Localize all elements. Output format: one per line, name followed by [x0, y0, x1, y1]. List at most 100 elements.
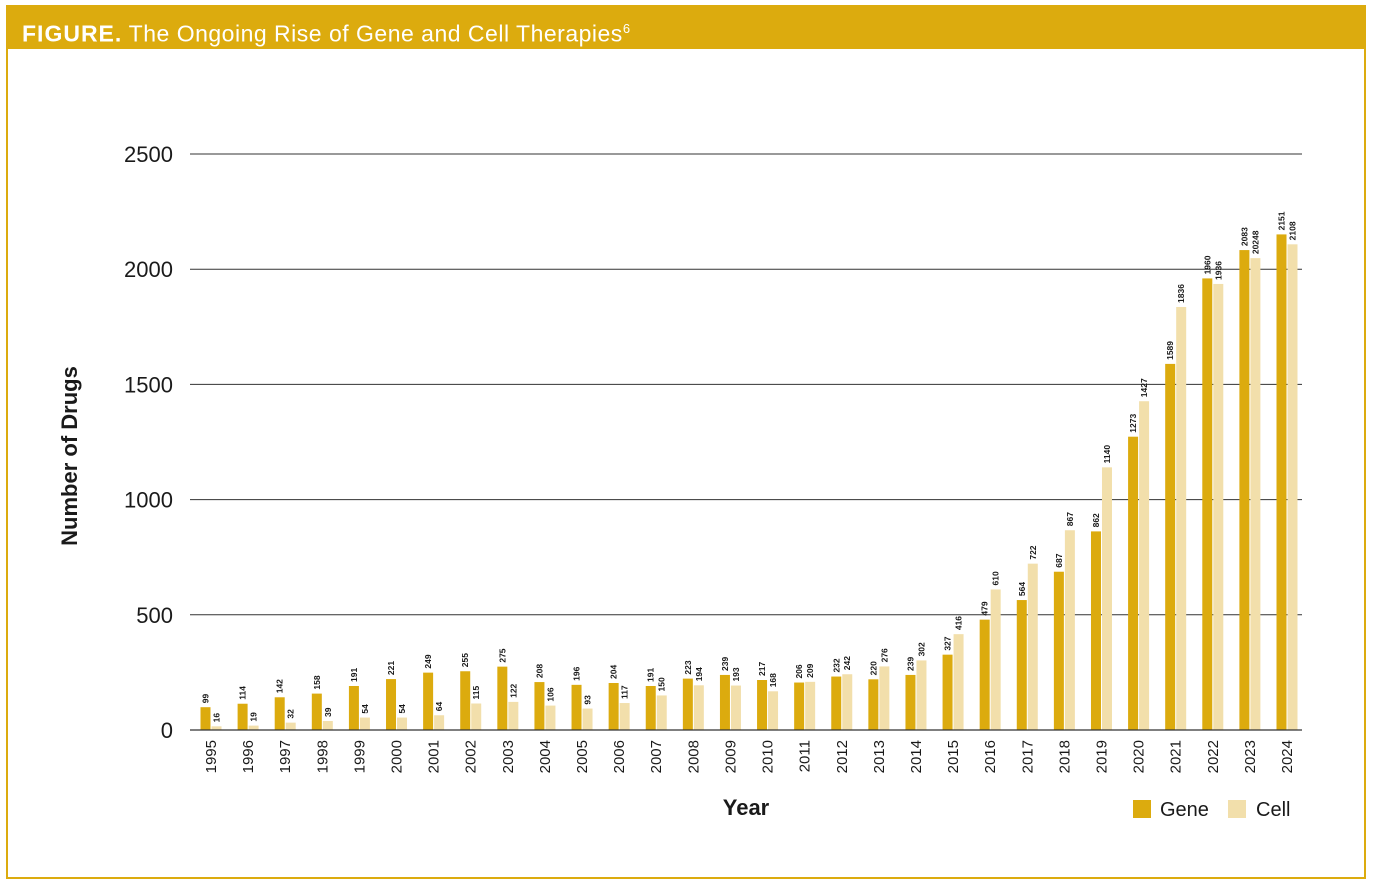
x-tick-label: 2014: [908, 740, 925, 773]
data-label-cell-2006: 117: [620, 685, 630, 699]
figure-banner: FIGURE. The Ongoing Rise of Gene and Cel…: [8, 7, 1364, 49]
bar-gene-2002: [460, 671, 471, 730]
bar-cell-1997: [285, 722, 296, 730]
bar-cell-1996: [248, 725, 259, 730]
bar-cell-2007: [656, 695, 667, 730]
grid-lines: [190, 153, 1302, 616]
bar-gene-2011: [794, 682, 805, 730]
data-label-cell-2019: 1140: [1102, 445, 1112, 464]
bar-cell-2022: [1213, 283, 1224, 730]
bar-gene-2008: [682, 678, 693, 730]
data-label-gene-1999: 191: [349, 668, 359, 682]
x-tick-label: 2011: [797, 740, 814, 772]
x-tick-label: 1999: [351, 740, 368, 773]
data-label-cell-2014: 302: [916, 642, 926, 656]
bar-gene-2009: [719, 674, 730, 730]
y-tick-label: 2500: [124, 142, 173, 167]
x-tick-label: 2023: [1242, 740, 1259, 773]
bar-cell-2010: [768, 691, 779, 730]
bar-cell-2013: [879, 666, 890, 730]
bar-gene-2022: [1202, 278, 1213, 730]
x-tick-label: 2016: [982, 740, 999, 773]
data-label-gene-2009: 239: [720, 656, 730, 670]
data-label-cell-1997: 32: [286, 709, 296, 719]
x-tick-label: 2010: [760, 740, 777, 773]
data-label-cell-2018: 867: [1065, 512, 1075, 526]
data-label-cell-2012: 242: [842, 656, 852, 670]
bar-cell-2024: [1287, 244, 1298, 730]
y-tick-label: 1000: [124, 488, 173, 513]
bar-cell-1995: [211, 726, 222, 730]
data-label-cell-2017: 722: [1028, 545, 1038, 559]
data-label-cell-2010: 168: [768, 673, 778, 687]
bar-cell-2000: [397, 717, 408, 730]
bar-gene-2001: [423, 672, 434, 730]
y-tick-label: 500: [136, 603, 173, 628]
x-tick-label: 2013: [871, 740, 888, 773]
bar-cell-2017: [1027, 563, 1038, 730]
data-label-gene-2008: 223: [683, 660, 693, 674]
data-label-gene-2017: 564: [1017, 582, 1027, 596]
legend: Gene Cell: [1133, 799, 1290, 821]
bar-gene-2015: [942, 654, 953, 730]
data-label-gene-2002: 255: [460, 653, 470, 667]
data-label-gene-2012: 232: [831, 658, 841, 672]
data-label-gene-2016: 479: [980, 601, 990, 615]
y-axis-ticks: 0 500 1000 1500 2000 2500: [124, 142, 173, 743]
bar-cell-2015: [953, 634, 964, 730]
y-tick-label: 1500: [124, 372, 173, 397]
bar-cell-2003: [508, 701, 519, 730]
data-label-gene-2019: 862: [1091, 513, 1101, 527]
x-axis-title: Year: [723, 795, 770, 820]
data-label-cell-2021: 1836: [1176, 284, 1186, 303]
data-label-gene-2018: 687: [1054, 553, 1064, 567]
bar-cell-2002: [471, 703, 482, 730]
data-label-gene-2021: 1589: [1165, 341, 1175, 360]
x-tick-label: 2007: [648, 740, 665, 773]
data-label-gene-2014: 239: [905, 656, 915, 670]
y-tick-label: 2000: [124, 257, 173, 282]
data-label-gene-2003: 275: [497, 648, 507, 662]
legend-swatch-gene: [1133, 800, 1151, 818]
y-tick-label: 0: [161, 718, 173, 743]
x-tick-label: 2017: [1019, 740, 1036, 773]
figure-label: FIGURE.: [22, 20, 123, 47]
data-label-gene-2010: 217: [757, 662, 767, 676]
bar-gene-2005: [571, 684, 582, 730]
x-tick-label: 2003: [500, 740, 517, 773]
x-tick-label: 2019: [1093, 740, 1110, 773]
bar-gene-2010: [757, 680, 768, 730]
x-tick-label: 1998: [314, 740, 331, 773]
data-label-cell-2022: 1936: [1213, 261, 1223, 280]
x-tick-label: 2004: [537, 740, 554, 773]
bar-gene-1998: [311, 693, 322, 730]
bar-cell-2011: [805, 681, 816, 730]
data-label-cell-2009: 193: [731, 667, 741, 681]
data-label-gene-2023: 2083: [1239, 227, 1249, 246]
data-label-cell-2003: 122: [508, 683, 518, 697]
data-label-gene-2022: 1960: [1202, 255, 1212, 274]
bar-cell-2021: [1176, 306, 1187, 730]
data-label-gene-2000: 221: [386, 661, 396, 675]
bar-cell-2006: [619, 703, 630, 730]
x-tick-label: 2024: [1279, 740, 1296, 773]
bar-cell-1998: [322, 721, 333, 730]
x-tick-label: 2005: [574, 740, 591, 773]
x-tick-label: 2001: [426, 740, 443, 773]
legend-swatch-cell: [1228, 800, 1246, 818]
bar-gene-2016: [979, 619, 990, 730]
data-label-gene-2013: 220: [868, 661, 878, 675]
data-label-cell-2024: 2108: [1288, 221, 1298, 240]
data-label-cell-2000: 54: [397, 704, 407, 714]
bar-gene-2000: [386, 679, 397, 730]
data-label-gene-1997: 142: [275, 679, 285, 693]
data-label-cell-1998: 39: [323, 707, 333, 717]
x-axis-ticks: 1995 1996 1997 1998 1999 2000 2001 2002 2003 2004…: [203, 740, 1296, 773]
bar-gene-1997: [274, 697, 285, 730]
bar-cell-2014: [916, 660, 927, 730]
bar-gene-2019: [1090, 531, 1101, 730]
bar-cell-2008: [693, 685, 704, 730]
data-label-gene-1998: 158: [312, 675, 322, 689]
bar-cell-2018: [1064, 530, 1075, 730]
bar-gene-2012: [831, 676, 842, 730]
